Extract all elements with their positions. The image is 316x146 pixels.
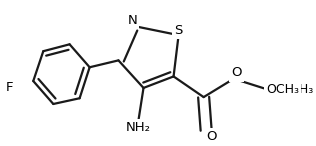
Text: N: N: [127, 14, 137, 27]
Text: NH₂: NH₂: [126, 121, 151, 134]
Text: O: O: [231, 66, 242, 80]
Text: F: F: [6, 81, 14, 94]
Text: S: S: [174, 24, 183, 37]
Text: O–CH₃: O–CH₃: [274, 83, 313, 96]
Text: OCH₃: OCH₃: [266, 83, 299, 96]
Text: O: O: [206, 130, 216, 143]
